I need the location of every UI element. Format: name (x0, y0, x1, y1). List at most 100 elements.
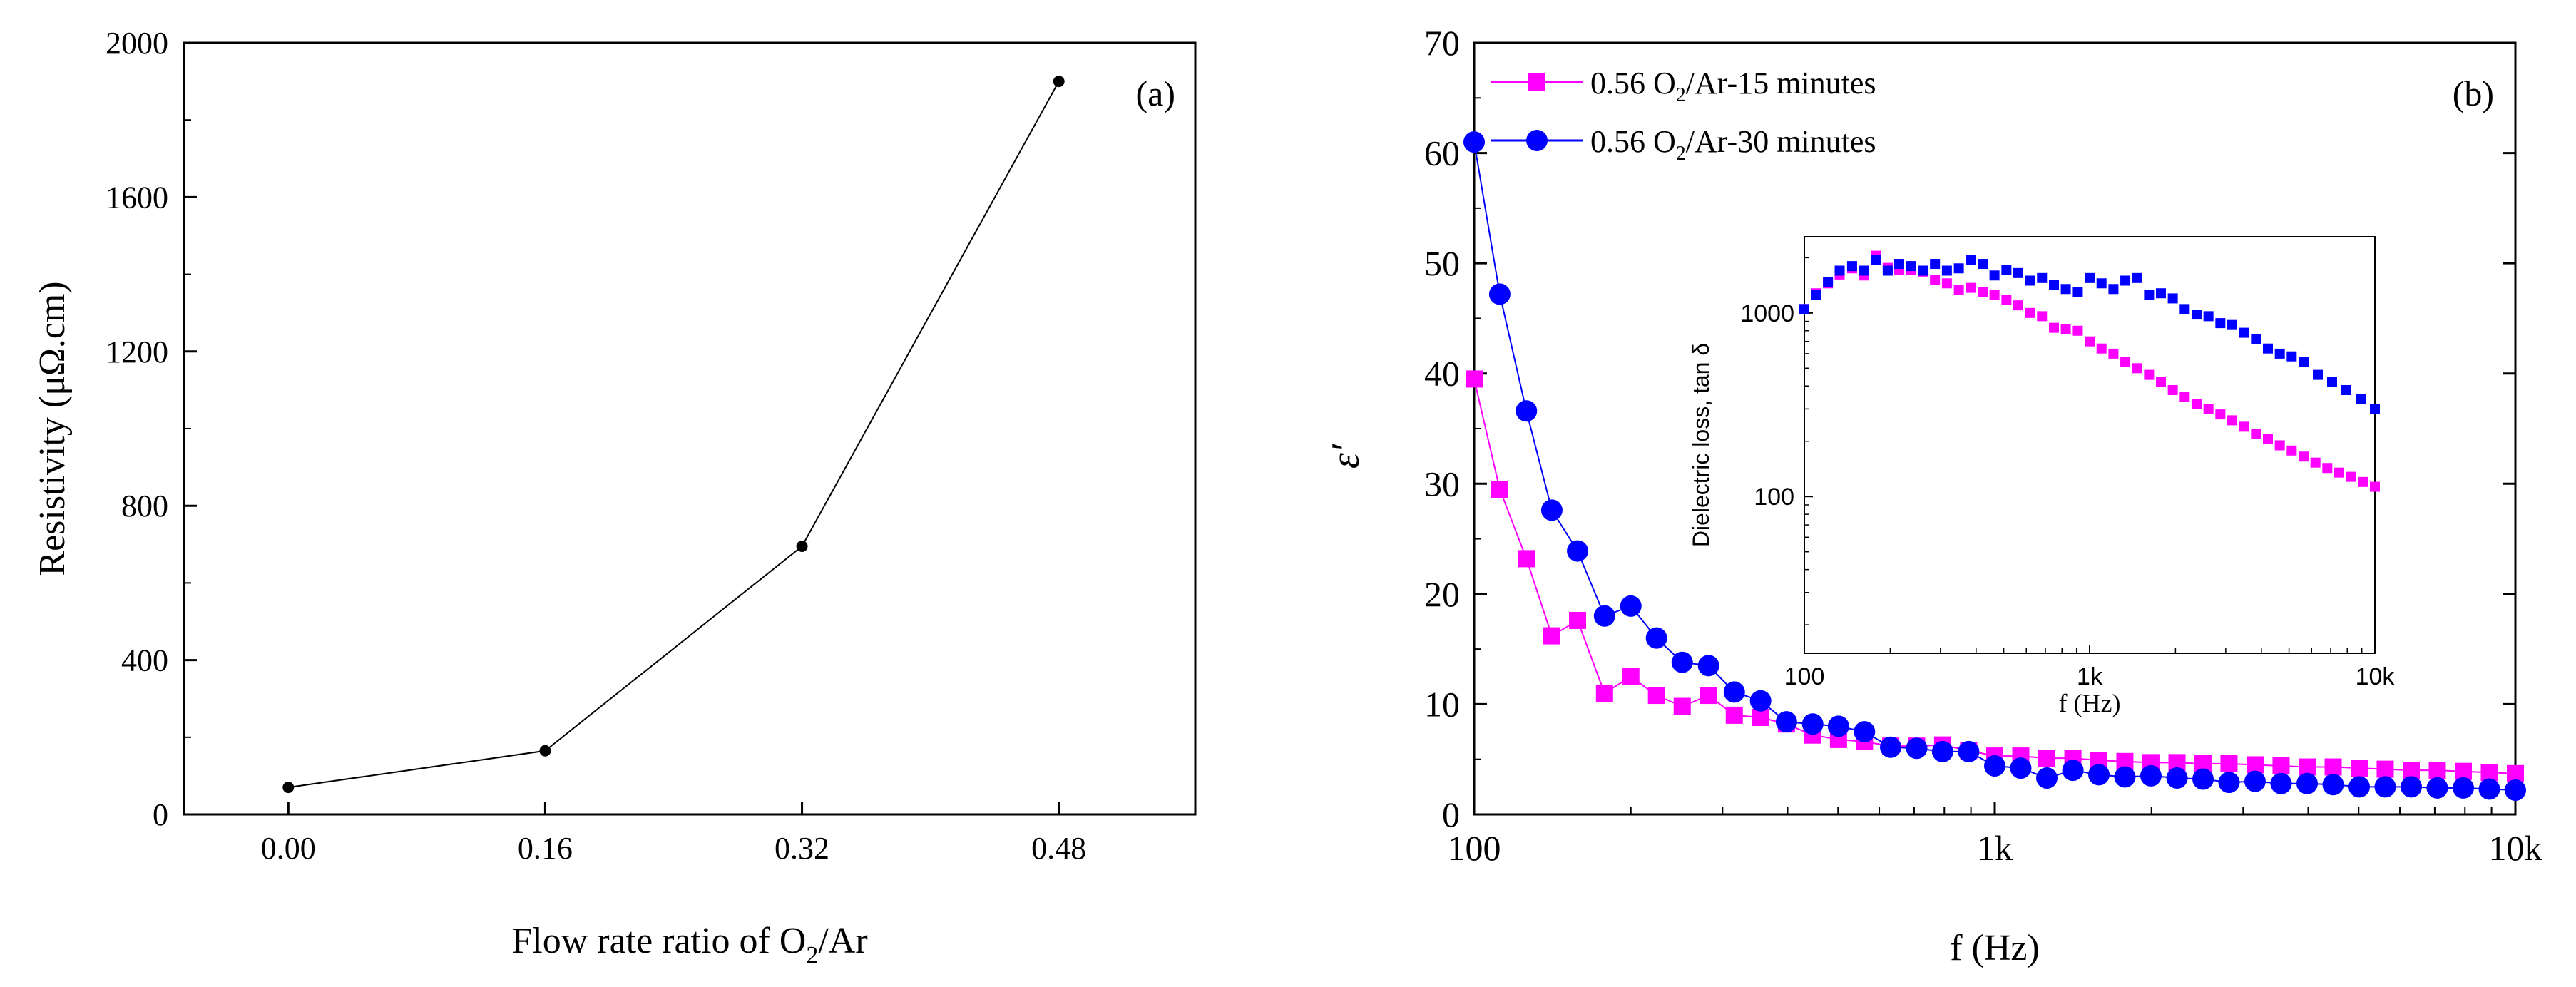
inset-y-tick-label: 100 (1754, 484, 1794, 511)
inset-data-point (2313, 369, 2324, 380)
legend-marker-30min (1526, 130, 1548, 151)
inset-data-point (2025, 307, 2035, 318)
data-point (1567, 540, 1589, 562)
y-tick-label: 0 (1442, 794, 1460, 834)
inset-data-point (2191, 399, 2202, 409)
data-point (2376, 760, 2394, 778)
inset-data-point (2108, 284, 2119, 295)
data-point (2114, 766, 2136, 788)
inset-data-point (1930, 275, 1941, 285)
data-point (1958, 740, 1980, 762)
data-point (2296, 772, 2318, 794)
panel-b-inset: 100 1k 10k 100 1000 Dielectric loss, tan δ f… (1688, 236, 2395, 717)
inset-data-point (2155, 377, 2166, 387)
inset-data-point (2298, 451, 2309, 462)
inset-data-point (1918, 265, 1928, 276)
data-point (2322, 774, 2344, 796)
inset-data-point (2013, 267, 2023, 278)
data-point (2426, 777, 2448, 799)
panel-b-label: (b) (2453, 73, 2494, 113)
data-point (2062, 760, 2084, 782)
inset-data-point (1989, 290, 2000, 300)
inset-x-tick-label: 1k (2077, 663, 2103, 690)
inset-x-axis-label: f (Hz) (2059, 689, 2121, 717)
inset-data-point (2263, 343, 2274, 354)
y-tick-label: 1600 (106, 180, 168, 215)
data-point (2270, 772, 2292, 794)
data-point (2403, 762, 2421, 779)
data-point (2036, 767, 2058, 789)
inset-data-point (2263, 434, 2274, 444)
data-point (1723, 681, 1745, 703)
inset-data-point (1941, 265, 1952, 276)
inset-frame (1804, 236, 2376, 654)
inset-data-point (2085, 336, 2095, 347)
panel-b-y-axis-label: ε′ (1324, 444, 1368, 469)
inset-data-point (2060, 284, 2071, 295)
y-tick-label: 20 (1424, 574, 1460, 614)
data-point (1620, 595, 1642, 617)
inset-data-point (1978, 287, 1988, 297)
inset-data-point (2341, 384, 2351, 395)
inset-data-point (2167, 293, 2178, 304)
data-point (2166, 767, 2188, 789)
legend-label-15min: 0.56 O2/Ar-15 minutes (1590, 66, 1876, 106)
y-tick-label: 70 (1424, 23, 1460, 63)
data-point (2220, 755, 2238, 772)
inset-data-point (1989, 270, 2000, 281)
inset-data-point (2274, 348, 2285, 359)
data-point (539, 745, 551, 757)
inset-ticks: 100 1k 10k 100 1000 (1740, 257, 2395, 690)
data-point (1569, 611, 1587, 629)
inset-data-point (2203, 404, 2214, 414)
data-point (2507, 764, 2524, 782)
inset-data-point (2358, 476, 2368, 487)
data-point (2088, 764, 2110, 786)
y-tick-label: 60 (1424, 133, 1460, 173)
inset-x-tick-label: 100 (1784, 663, 1825, 690)
legend-label-30min: 0.56 O2/Ar-30 minutes (1590, 124, 1876, 165)
data-point (2244, 770, 2266, 792)
panel-a-label: (a) (1136, 73, 1176, 113)
inset-series (1799, 250, 2380, 492)
x-tick-label: 0.16 (518, 831, 573, 866)
data-point (282, 782, 295, 794)
data-point (2324, 758, 2342, 776)
data-point (2038, 750, 2056, 767)
inset-data-point (2227, 415, 2237, 426)
inset-data-point (1882, 265, 1893, 276)
inset-data-point (2085, 272, 2095, 283)
inset-data-point (2191, 310, 2202, 320)
inset-data-point (2072, 325, 2083, 336)
panel-b-series (1463, 131, 2526, 801)
data-point (2505, 779, 2526, 801)
inset-data-point (1871, 255, 1881, 265)
inset-data-point (2167, 384, 2178, 395)
panel-b-x-axis-label: f (Hz) (1950, 928, 2040, 968)
inset-data-point (2203, 311, 2214, 322)
inset-y-axis-label: Dielectric loss, tan δ (1688, 343, 1714, 547)
x-tick-label: 0.32 (775, 831, 829, 866)
inset-data-point (1906, 261, 1916, 272)
data-point (1697, 655, 1719, 677)
inset-data-point (1966, 282, 1976, 293)
y-tick-label: 30 (1424, 464, 1460, 503)
panel-a-plot-frame (183, 41, 1197, 816)
inset-data-point (2096, 278, 2107, 289)
inset-data-point (2346, 471, 2356, 482)
data-point (1488, 283, 1511, 305)
data-point (1595, 684, 1613, 702)
data-point (1593, 605, 1615, 627)
inset-data-point (2060, 323, 2071, 334)
inset-data-point (1823, 276, 1834, 287)
panel-a-series (282, 76, 1065, 794)
y-tick-label: 40 (1424, 354, 1460, 394)
inset-data-point (2013, 300, 2023, 311)
inset-data-point (1978, 259, 1988, 270)
legend-marker-15min (1528, 73, 1545, 91)
y-tick-label: 800 (121, 489, 168, 523)
data-point (1671, 651, 1693, 673)
data-point (1622, 668, 1640, 685)
inset-data-point (2326, 377, 2337, 387)
data-point (1647, 687, 1665, 705)
